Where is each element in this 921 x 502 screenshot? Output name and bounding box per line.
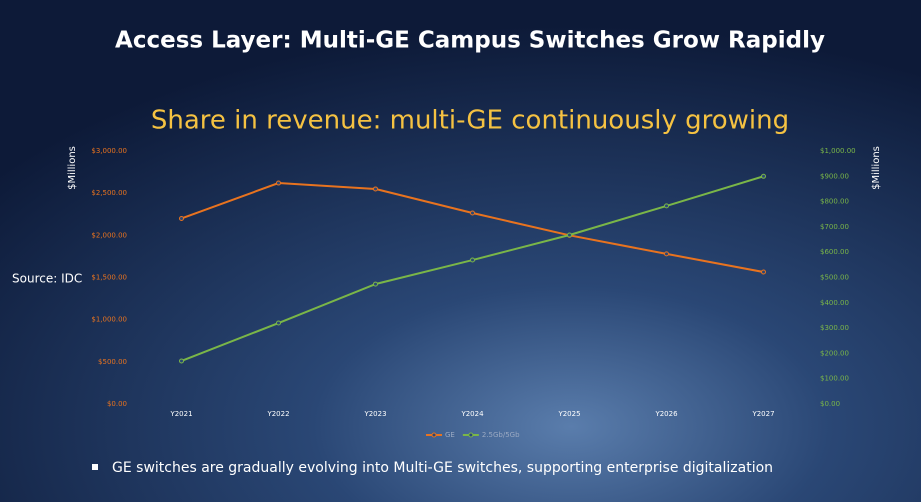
x-tick-label: Y2021	[169, 410, 192, 418]
y2-tick-label: $700.00	[820, 223, 849, 231]
chart-title: Share in revenue: multi-GE continuously …	[151, 106, 789, 136]
source: Source: IDC	[12, 272, 82, 286]
y-tick-label: $2,000.00	[91, 231, 127, 239]
y2-tick-label: $400.00	[820, 299, 849, 307]
data-point	[373, 186, 378, 192]
y2-tick-label: $0.00	[820, 400, 840, 408]
data-point	[567, 232, 572, 238]
y-tick-label: $0.00	[107, 400, 127, 408]
data-point	[664, 251, 669, 257]
x-tick-label: Y2025	[557, 410, 580, 418]
data-point	[470, 210, 475, 216]
legend-label: 2.5Gb/5Gb	[482, 431, 520, 439]
data-point	[276, 320, 281, 326]
data-point	[179, 358, 184, 364]
data-point	[761, 269, 766, 275]
x-tick-label: Y2023	[363, 410, 386, 418]
slide-title: Access Layer: Multi-GE Campus Switches G…	[115, 28, 825, 54]
bullet-text: GE switches are gradually evolving into …	[112, 460, 773, 476]
data-point	[470, 257, 475, 263]
data-point	[761, 173, 766, 179]
x-tick-label: Y2022	[266, 410, 289, 418]
x-tick-label: Y2027	[751, 410, 774, 418]
x-tick-label: Y2026	[654, 410, 678, 418]
x-tick-label: Y2024	[460, 410, 484, 418]
legend-label: GE	[445, 431, 455, 439]
y2-tick-label: $1,000.00	[820, 147, 856, 155]
data-point	[179, 215, 184, 221]
bullet-marker	[92, 464, 98, 470]
y2-tick-label: $100.00	[820, 375, 849, 383]
y-tick-label: $1,500.00	[91, 274, 127, 282]
data-point	[373, 281, 378, 287]
data-point	[276, 180, 281, 186]
y2-tick-label: $500.00	[820, 274, 849, 282]
y-tick-label: $2,500.00	[91, 189, 127, 197]
y2-tick-label: $800.00	[820, 198, 849, 206]
y2-tick-label: $200.00	[820, 349, 849, 357]
y-tick-label: $500.00	[98, 358, 127, 366]
legend-marker	[431, 432, 437, 438]
legend-marker	[468, 432, 474, 438]
y-axis-label: $Millions	[67, 146, 78, 190]
y-tick-label: $3,000.00	[91, 147, 127, 155]
y2-tick-label: $300.00	[820, 324, 849, 332]
data-point	[664, 203, 669, 209]
y2-tick-label: $900.00	[820, 172, 849, 180]
y2-tick-label: $600.00	[820, 248, 849, 256]
y-tick-label: $1,000.00	[91, 316, 127, 324]
y2-axis-label: $Millions	[871, 146, 882, 190]
